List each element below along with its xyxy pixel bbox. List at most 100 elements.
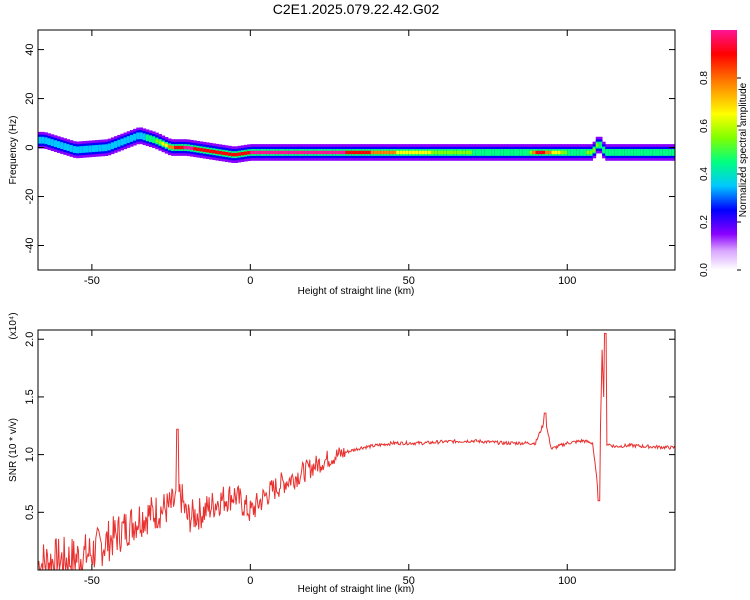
spectrogram-cell [548,150,552,155]
spectrogram-cell [538,150,543,155]
spectrogram-cell [44,138,48,143]
spectrogram-cell [66,145,71,150]
spectrogram-cell [275,150,280,155]
snr-x-tick-label: 0 [247,575,253,587]
spectrogram-cell [396,150,400,155]
spectrogram-cell [418,150,422,155]
spectrogram-cell [316,150,321,155]
spectrogram-cell [129,136,134,141]
spectrogram-cell [297,150,302,155]
snr-y-multiplier: (x10⁴) [8,312,19,339]
spectrogram-cell [199,148,204,152]
spectrogram-cell [614,150,619,155]
spectrogram-panel: -50 0 50 100 -40 -20 0 20 40 Height of straight … [8,29,676,297]
spectrogram-cell [383,150,388,155]
spectrogram-cell [478,150,483,155]
spectrogram-cell [193,147,197,151]
spectrogram-cell [329,150,334,155]
spectrogram-cell [434,150,438,155]
spectrogram-cell [180,145,185,150]
spectrogram-cell [377,150,381,155]
spectrogram-x-tick-label: 50 [403,275,415,287]
colorbar-label: Normalized spectral amplitude [738,82,749,217]
spectrogram-cell [500,150,505,155]
spectrogram-cell [415,150,419,155]
spectrogram-cell [449,150,454,155]
spectrogram-cell [589,150,593,155]
colorbar-gradient [711,30,737,270]
spectrogram-cell [564,150,568,155]
spectrogram-cell [320,150,324,155]
snr-marks [38,333,675,570]
spectrogram-cell [557,150,562,155]
spectrogram-y-axis-label: Frequency (Hz) [8,116,19,185]
spectrogram-cell [212,150,216,154]
spectrogram-cell [310,150,315,155]
spectrogram-cell [598,143,603,147]
spectrogram-cell [510,150,514,155]
spectrogram-cell [101,146,105,150]
spectrogram-cell [250,150,254,155]
spectrogram-cell [126,137,131,142]
spectrogram-cell [145,136,150,140]
spectrogram-x-axis-label: Height of straight line (km) [298,286,415,297]
spectrogram-cell [164,143,169,148]
spectrogram-cell [453,150,457,155]
spectrogram-cell [237,152,242,156]
spectrogram-cell [167,145,172,149]
spectrogram-cell [224,151,229,156]
spectrogram-y-tick-label: 0 [24,144,36,150]
spectrogram-cell [364,150,368,155]
colorbar-ticks: 0.0 0.2 0.4 0.6 0.8 [699,71,741,277]
spectrogram-cell [519,150,524,155]
spectrogram-cell [63,144,67,149]
colorbar: 0.0 0.2 0.4 0.6 0.8 Normalized spectral ampl… [699,30,749,277]
spectrogram-cell [272,150,277,155]
spectrogram-cell [301,150,305,155]
spectrogram-cell [608,150,613,155]
spectrogram-cell [57,142,61,147]
spectrogram-cell [266,150,270,155]
spectrogram-cell [535,150,540,155]
spectrogram-cell [171,145,175,150]
spectrogram-cell [285,150,289,155]
spectrogram-cell [69,146,74,151]
spectrogram-cell [221,151,226,155]
spectrogram-cell [646,150,651,155]
spectrogram-cell [541,150,546,155]
spectrogram-cell [186,146,191,150]
spectrogram-cell [370,150,375,155]
spectrogram-cell [399,150,403,155]
spectrogram-cell [107,145,112,149]
chart-title: C2E1.2025.079.22.42.G02 [273,1,440,17]
spectrogram-cell [655,150,660,155]
spectrogram-cell [294,150,299,155]
spectrogram-cell [497,150,502,155]
spectrogram-cell [430,150,435,155]
colorbar-tick-label: 0.0 [699,263,710,277]
colorbar-tick-label: 0.8 [699,71,710,85]
spectrogram-cell [411,150,416,155]
spectrogram-cell [652,150,657,155]
spectrogram-cell [155,139,159,143]
spectrogram-cell [554,150,559,155]
spectrogram-cell [522,150,527,155]
spectrogram-cell [120,140,124,144]
spectrogram-cell [361,150,365,155]
colorbar-tick-label: 0.4 [699,167,710,181]
snr-frame [37,329,676,571]
spectrogram-cell [190,146,194,150]
spectrogram-cell [205,149,210,153]
spectrogram-cell [123,139,128,143]
spectrogram-cell [507,150,511,155]
spectrogram-cell [98,146,102,150]
snr-series-line [38,333,675,570]
spectrogram-cell [354,150,359,155]
spectrogram-cell [110,144,115,148]
spectrogram-cell [91,146,96,151]
spectrogram-cell [161,142,166,146]
spectrogram-cell [481,150,486,155]
spectrogram-cell [367,150,372,155]
spectrogram-cell [50,140,55,145]
spectrogram-cell [579,150,584,155]
